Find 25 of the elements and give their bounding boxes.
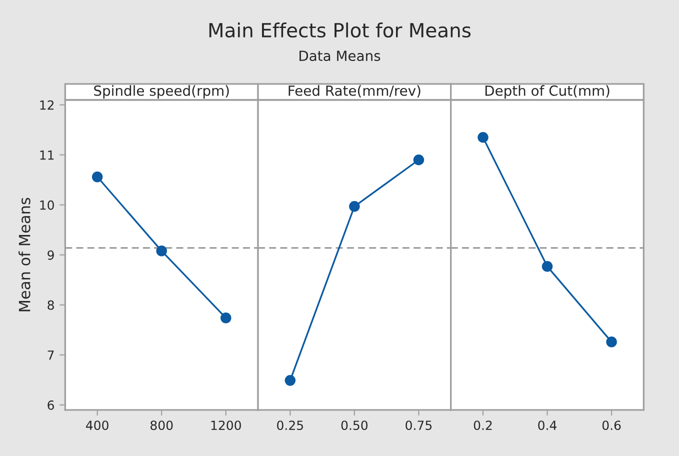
point [92,172,103,182]
x-tick-label: 1200 [211,420,241,430]
x-tick-label: 0.75 [406,420,432,430]
y-tick-label: 11 [40,150,54,160]
x-tick-label: 0.6 [602,420,621,430]
x-tick-label: 800 [150,420,173,430]
y-tick-label: 8 [48,300,54,310]
point [156,246,167,256]
text: Data Means [300,50,380,62]
y-tick-label: 7 [48,350,54,360]
chart-title: Spindle speed(rpm) [94,85,229,99]
x-tick-label: 0.4 [538,420,557,430]
x-tick-label: 0.50 [341,420,368,430]
x-tick-label: 0.2 [474,420,492,430]
point [220,312,232,324]
chart-title: Depth of Cut(mm) [485,85,610,99]
y-tick-label: 9 [48,250,54,260]
x-tick-label: 400 [86,420,108,430]
text: Main Effects Plot for Means [209,22,471,38]
y-axis-title: Mean of Means [18,198,30,312]
y-tick-label: 12 [40,100,54,110]
y-tick-label: 10 [40,200,54,210]
y-tick-label: 6 [48,400,54,410]
x-tick-label: 0.25 [277,420,303,430]
chart-title: Feed Rate(mm/rev) [288,85,420,98]
